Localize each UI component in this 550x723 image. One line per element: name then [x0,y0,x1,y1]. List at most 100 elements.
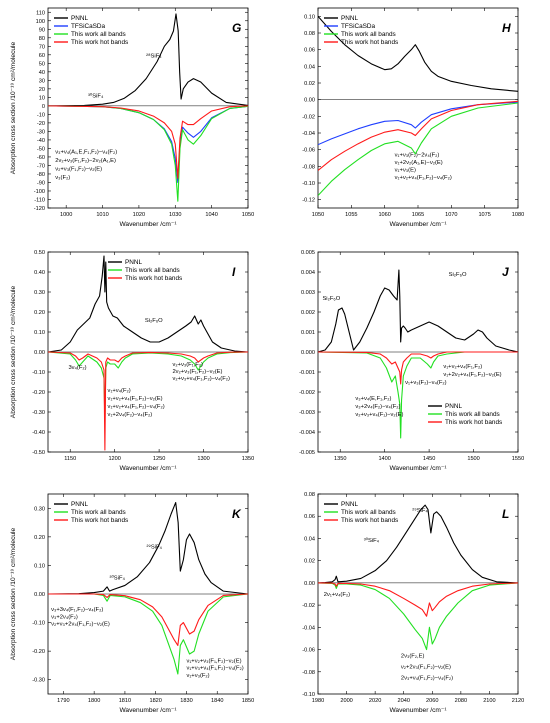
x-tick-label: 1820 [149,698,161,704]
y-tick-label: 80 [39,36,45,42]
x-tick-label: 1500 [467,456,479,462]
series-line-pnnl [48,502,248,595]
annotation: ν₃+ν₄(E,F₁,F₂) [355,396,391,402]
annotation: ²⁹SiF₄ [146,543,162,550]
annotation: ν₂+ν₃(F₁,F₂)−ν₂(E) [55,167,102,173]
annotation: 2ν₁+ν₄(F₂) [324,592,350,598]
y-tick-label: 10 [39,95,45,101]
y-tick-label: 0.04 [304,536,315,542]
y-tick-label: 30 [39,78,45,84]
annotation: ν₁+ν₃(F₂) [186,673,209,679]
legend-entry: This work hot bands [71,39,128,46]
annotation: ν₂+ν₃+ν₄(F₁,F₂)−ν₄(F₂) [172,376,230,382]
y-tick-label: 0.00 [34,592,45,598]
legend-entry: This work all bands [71,509,126,516]
y-tick-label: 60 [39,53,45,59]
legend-entry: This work all bands [341,31,396,38]
y-tick-label: -0.04 [302,131,315,137]
legend-entry: This work all bands [71,31,126,38]
y-tick-label: 0.08 [304,31,315,37]
x-tick-label: 1080 [512,212,524,218]
series-line-all [48,593,248,675]
x-tick-label: 1150 [64,456,76,462]
y-tick-label: -0.002 [299,390,315,396]
y-tick-label: -0.10 [32,370,45,376]
legend-entry: This work all bands [125,267,180,274]
legend-entry: This work hot bands [71,517,128,524]
legend-entry: This work all bands [341,509,396,516]
y-tick-label: -0.003 [299,410,315,416]
x-axis-label: Wavenumber /cm⁻¹ [119,707,177,714]
y-tick-label: 0 [42,104,45,110]
y-tick-label: -0.10 [32,621,45,627]
x-tick-label: 1300 [197,456,209,462]
y-tick-label: 0.06 [304,514,315,520]
y-tick-label: 0.00 [34,350,45,356]
x-tick-label: 1050 [312,212,324,218]
y-tick-label: -100 [34,189,45,195]
annotation: Si₂F₆O [449,272,467,278]
y-tick-label: 0.10 [34,563,45,569]
annotation: ν₂+ν₃+2ν₄(F₁,F₂)−ν₂(E) [51,621,110,627]
y-tick-label: 0.00 [304,98,315,104]
panel-letter: H [502,21,511,35]
y-tick-label: -60 [37,155,45,161]
y-tick-label: 110 [36,10,45,16]
annotation: ν₁+ν₄(F₂) [108,388,131,394]
y-tick-label: -0.30 [32,678,45,684]
series-line-hot [318,100,518,171]
annotation: ν₃+2ν₄(F₂)−ν₄(F₂) [355,404,400,410]
plot-frame [47,7,249,209]
x-axis-label: Wavenumber /cm⁻¹ [389,707,447,714]
annotation: Si₂F₆O [145,318,163,324]
series-line-hot [48,351,248,451]
annotation: ν₂+ν₃(F₁,F₂) [172,362,203,368]
y-tick-label: 0.04 [304,64,315,70]
y-tick-label: 20 [39,87,45,93]
x-tick-label: 1810 [119,698,131,704]
y-tick-label: -110 [34,197,45,203]
series-line-pnnl [48,13,248,107]
y-tick-label: 0.005 [301,250,315,256]
x-tick-label: 1350 [334,456,346,462]
y-tick-label: -0.08 [302,670,315,676]
x-tick-label: 1980 [312,698,324,704]
x-tick-label: 1000 [60,212,72,218]
y-tick-label: -0.06 [302,648,315,654]
legend-entry: PNNL [125,259,142,266]
y-tick-label: 0.001 [301,330,315,336]
y-tick-label: -0.50 [32,450,45,456]
y-tick-label: 0.02 [304,559,315,565]
y-tick-label: 0.10 [304,14,315,20]
x-axis-label: Wavenumber /cm⁻¹ [119,221,177,228]
legend-entry: This work hot bands [341,517,398,524]
legend-entry: PNNL [71,15,88,22]
panel-letter: L [502,507,509,521]
series-line-all [48,351,248,423]
x-tick-label: 2100 [483,698,495,704]
x-tick-label: 1020 [133,212,145,218]
y-tick-label: -0.20 [32,390,45,396]
y-tick-label: -0.10 [302,692,315,698]
annotation: ³⁰SiF₄ [110,575,126,582]
annotation: 3ν₄(F₂) [68,365,86,371]
annotation: ²⁸SiF₄ [146,52,162,59]
annotation: ν₁+ν₃+ν₄(F₁,F₂)−ν₄(F₂) [186,666,243,672]
legend-entry: TFSiCaSDa [71,23,106,30]
annotation: ν₁+2ν₄(F₂)−ν₄(F₂) [108,412,153,418]
panel-letter: I [232,265,236,279]
y-tick-label: -40 [37,138,45,144]
y-tick-label: -120 [34,206,45,212]
y-tick-label: 0.08 [304,492,315,498]
annotation: ν₁+ν₃(E) [395,167,416,173]
x-axis-label: Wavenumber /cm⁻¹ [389,465,447,472]
annotation: ν₃+2ν₄(F₂) [51,614,78,620]
x-tick-label: 1550 [512,456,524,462]
series-line-all [48,105,248,202]
y-tick-label: -0.04 [302,625,315,631]
x-tick-label: 1050 [242,212,254,218]
series-line-pnnl [318,504,518,584]
annotation: ν₂+ν₃+ν₄(F₁)−ν₂(E) [355,412,403,418]
series-line-all [318,351,518,439]
